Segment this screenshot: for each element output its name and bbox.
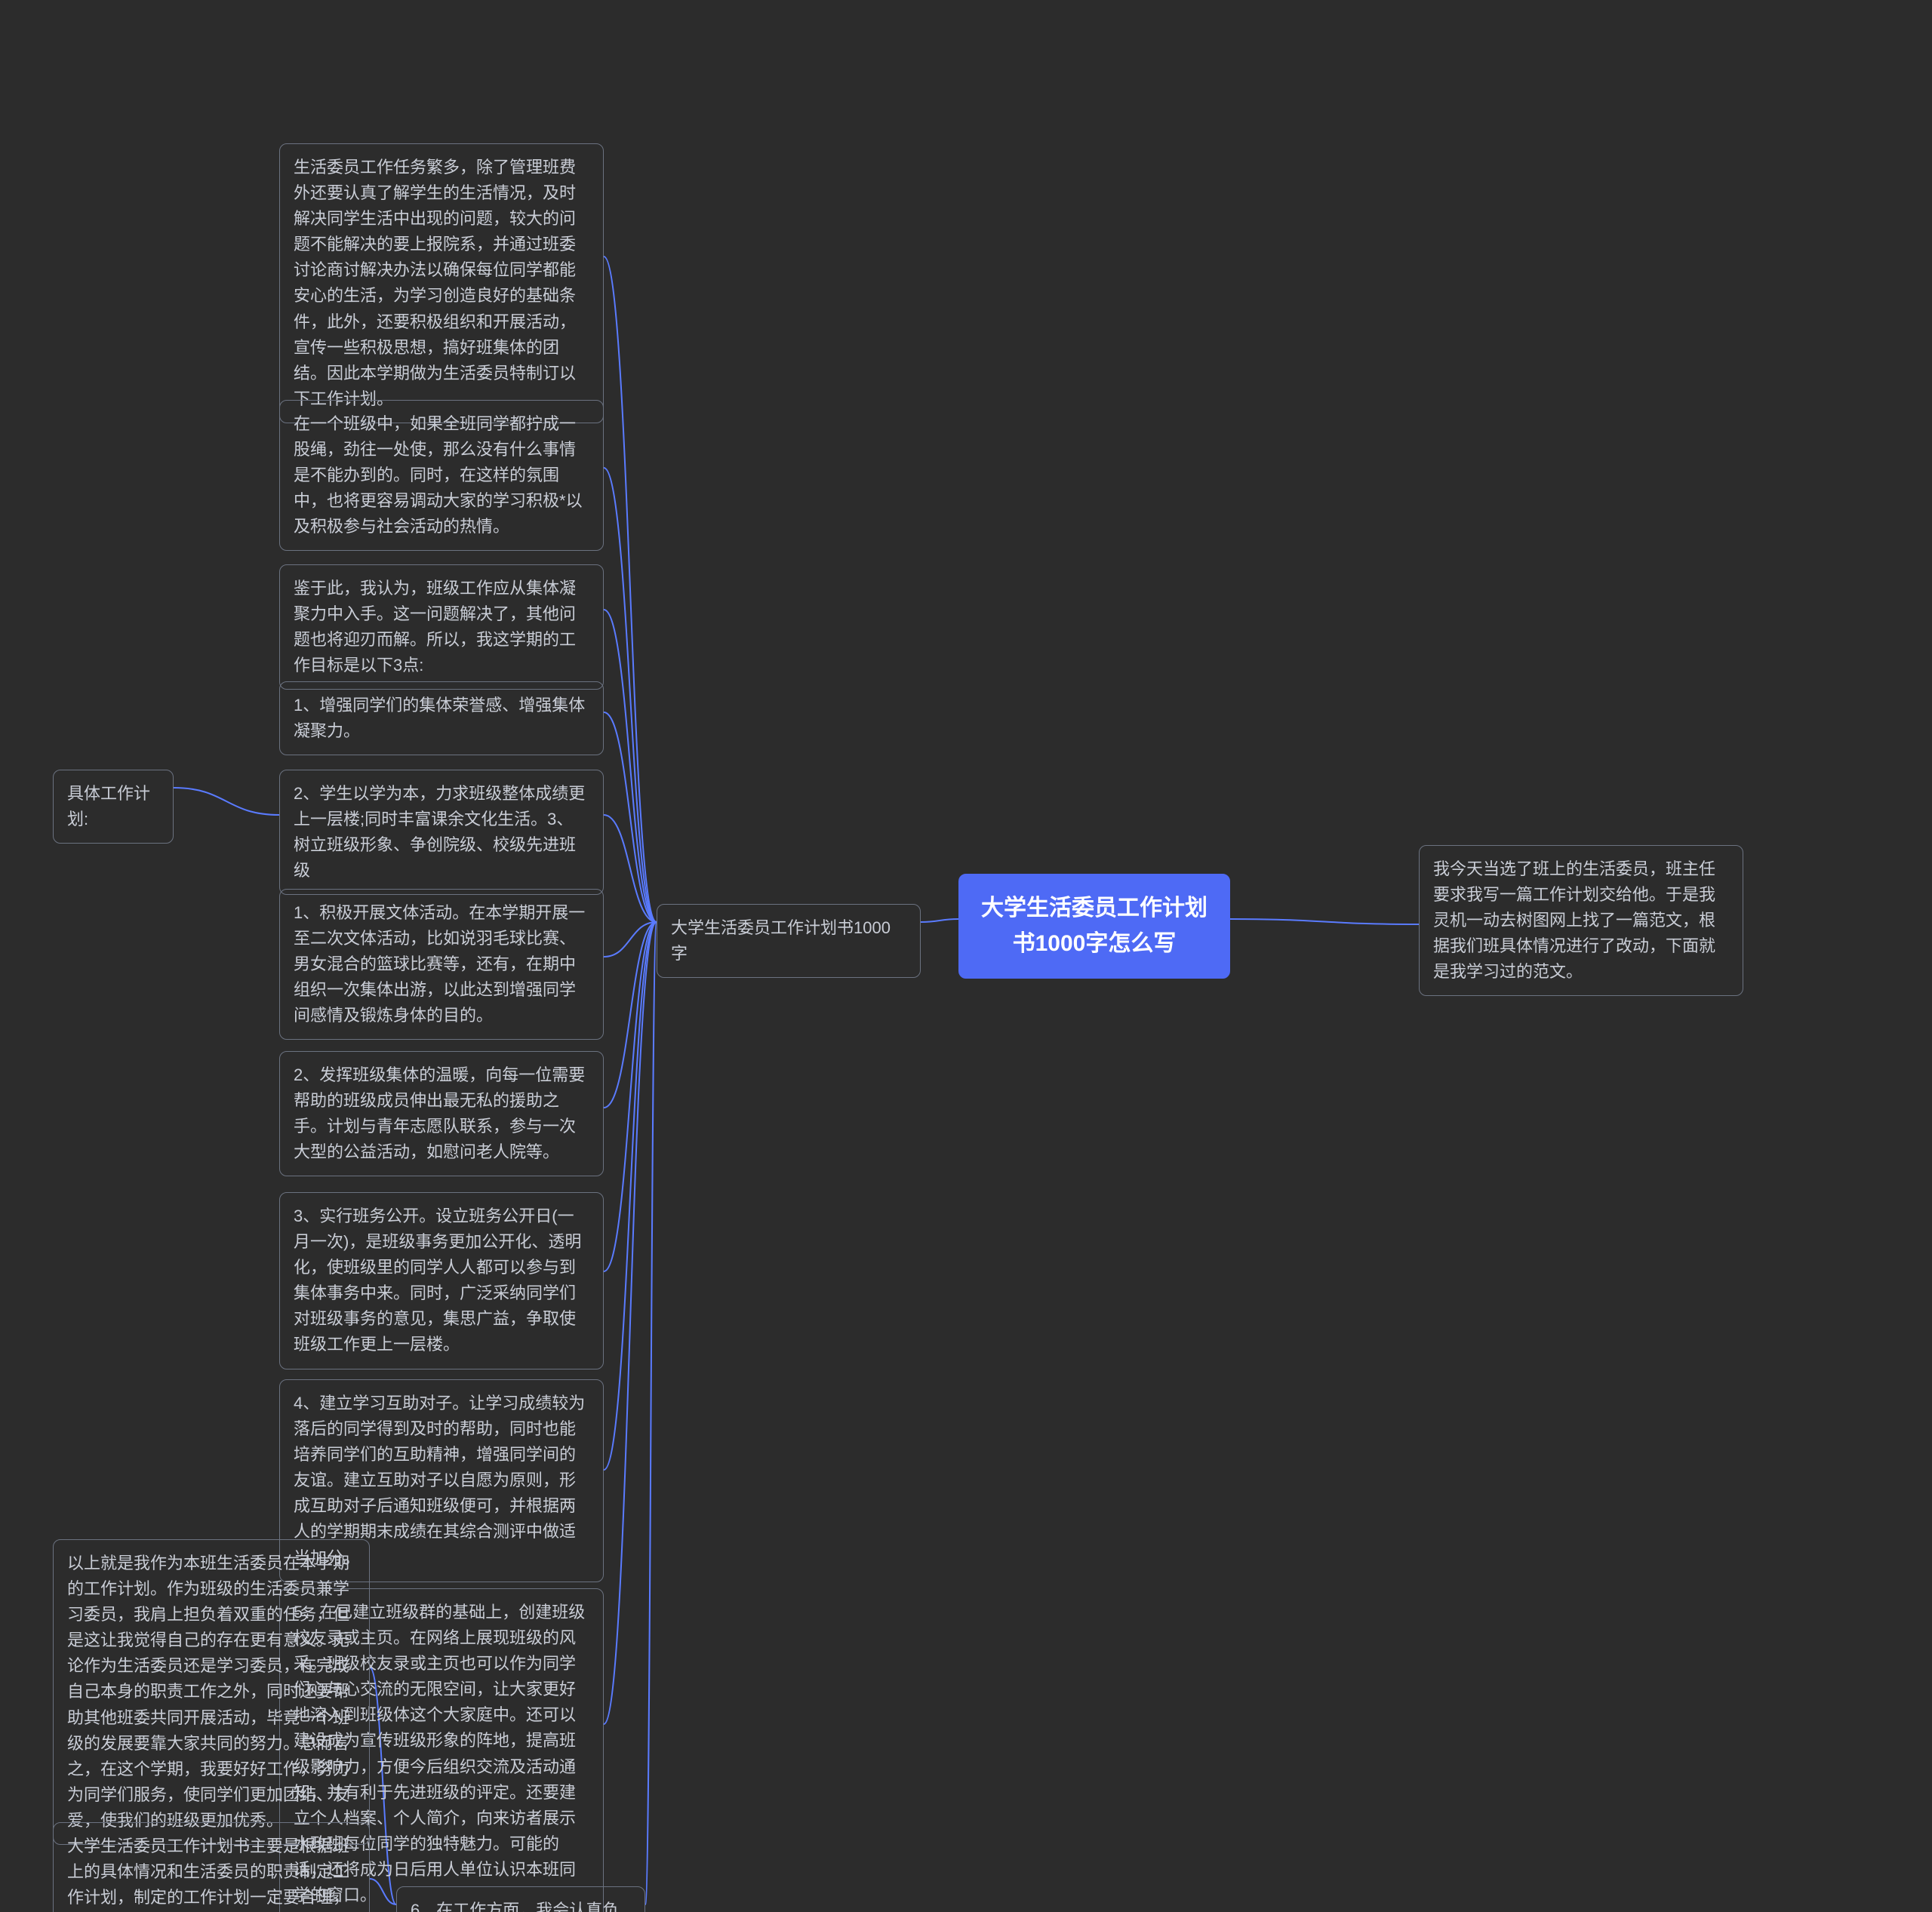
node-p-goal2[interactable]: 2、学生以学为本，力求班级整体成绩更上一层楼;同时丰富课余文化生活。3、树立班级… [279, 770, 604, 895]
node-p-item1[interactable]: 1、积极开展文体活动。在本学期开展一至二次文体活动，比如说羽毛球比赛、男女混合的… [279, 889, 604, 1040]
node-p-item3[interactable]: 3、实行班务公开。设立班务公开日(一月一次)，是班级事务更加公开化、透明化，使班… [279, 1192, 604, 1369]
node-right-intro[interactable]: 我今天当选了班上的生活委员，班主任要求我写一篇工作计划交给他。于是我灵机一动去树… [1419, 845, 1743, 996]
mindmap-canvas: 大学生活委员工作计划书1000字怎么写 我今天当选了班上的生活委员，班主任要求我… [0, 0, 1932, 1912]
node-sub-title[interactable]: 大学生活委员工作计划书1000字 [657, 904, 921, 978]
node-plan-label[interactable]: 具体工作计划: [53, 770, 174, 844]
node-p-item2[interactable]: 2、发挥班级集体的温暖，向每一位需要帮助的班级成员伸出最无私的援助之手。计划与青… [279, 1051, 604, 1176]
node-p-closing[interactable]: 大学生活委员工作计划书主要是根据班上的具体情况和生活委员的职责制定工作计划，制定… [53, 1822, 370, 1912]
node-p-unite[interactable]: 在一个班级中，如果全班同学都拧成一股绳，劲往一处使，那么没有什么事情是不能办到的… [279, 400, 604, 551]
node-p-intro[interactable]: 生活委员工作任务繁多，除了管理班费外还要认真了解学生的生活情况，及时解决同学生活… [279, 143, 604, 423]
node-p-goals[interactable]: 鉴于此，我认为，班级工作应从集体凝聚力中入手。这一问题解决了，其他问题也将迎刃而… [279, 564, 604, 690]
node-p-item6[interactable]: 6、在工作方面，我会认真负责。 [396, 1886, 645, 1912]
center-node[interactable]: 大学生活委员工作计划书1000字怎么写 [958, 874, 1230, 979]
node-p-goal1[interactable]: 1、增强同学们的集体荣誉感、增强集体凝聚力。 [279, 681, 604, 755]
node-p-summary[interactable]: 以上就是我作为本班生活委员在本学期的工作计划。作为班级的生活委员兼学习委员，我肩… [53, 1539, 370, 1845]
